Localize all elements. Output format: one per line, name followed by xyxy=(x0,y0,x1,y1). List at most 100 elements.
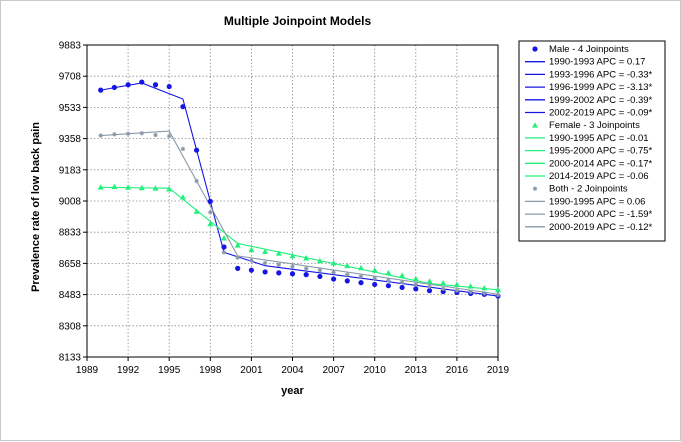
legend-apc-label: 2000-2019 APC = -0.12* xyxy=(549,222,653,233)
legend-apc-label: 1990-1995 APC = 0.06 xyxy=(549,196,645,207)
data-point-both xyxy=(221,250,227,255)
data-point-female xyxy=(221,235,227,241)
data-point-male xyxy=(152,82,159,88)
data-point-female xyxy=(97,184,104,190)
data-point-female xyxy=(412,275,419,282)
data-point-both xyxy=(180,146,186,152)
data-point-female xyxy=(125,184,132,190)
data-point-male xyxy=(125,82,131,88)
data-point-male xyxy=(139,79,145,85)
x-tick-label: 1998 xyxy=(199,365,222,376)
data-point-male xyxy=(248,267,254,273)
data-point-female xyxy=(111,183,118,190)
data-point-male xyxy=(399,284,405,291)
data-point-female xyxy=(275,250,282,256)
legend-apc-label: 2014-2019 APC = -0.06 xyxy=(549,171,649,182)
data-point-female xyxy=(453,281,460,287)
legend-marker-both xyxy=(532,186,538,191)
x-tick-label: 2001 xyxy=(240,365,263,376)
data-point-both xyxy=(194,178,199,184)
data-point-female xyxy=(385,269,392,276)
x-tick-label: 1989 xyxy=(76,365,99,376)
legend-apc-label: 2002-2019 APC = -0.09* xyxy=(549,108,653,119)
data-point-male xyxy=(276,270,282,276)
y-tick-label: 9883 xyxy=(59,41,82,52)
x-tick-label: 1995 xyxy=(158,365,181,376)
data-point-male xyxy=(194,147,200,153)
data-point-female xyxy=(330,260,337,266)
data-point-female xyxy=(426,278,433,284)
data-point-male xyxy=(98,87,104,93)
legend-apc-label: 1990-1993 APC = 0.17 xyxy=(549,57,645,68)
x-tick-label: 2013 xyxy=(405,365,428,376)
legend-apc-label: 2000-2014 APC = -0.17* xyxy=(549,158,653,169)
legend-apc-label: 1999-2002 APC = -0.39* xyxy=(549,95,653,106)
data-point-both xyxy=(413,282,418,287)
y-tick-label: 8133 xyxy=(59,353,82,364)
data-point-both xyxy=(98,133,103,138)
data-point-male xyxy=(303,272,309,278)
fitted-line-both xyxy=(100,130,499,295)
data-point-both xyxy=(372,275,377,281)
data-point-both xyxy=(304,266,309,271)
data-point-both xyxy=(454,288,460,293)
data-point-both xyxy=(235,255,240,260)
data-point-female xyxy=(138,184,145,191)
data-point-both xyxy=(125,131,131,136)
x-tick-label: 2019 xyxy=(487,365,510,376)
data-point-male xyxy=(426,288,433,294)
data-point-female xyxy=(179,194,186,200)
data-point-both xyxy=(249,258,254,263)
data-point-female xyxy=(467,283,474,289)
data-point-male xyxy=(180,104,186,110)
data-point-both xyxy=(468,289,473,295)
data-point-female xyxy=(166,186,173,192)
y-tick-label: 8308 xyxy=(59,321,82,332)
data-point-female xyxy=(495,286,501,293)
data-point-both xyxy=(399,280,405,285)
data-point-both xyxy=(112,132,117,137)
legend-apc-label: 1995-2000 APC = -0.75* xyxy=(549,146,653,157)
data-point-both xyxy=(276,262,281,268)
data-point-both xyxy=(345,272,350,277)
data-point-female xyxy=(399,272,406,278)
legend-series-label: Both - 2 Joinpoints xyxy=(549,184,628,195)
x-tick-label: 1992 xyxy=(117,365,140,376)
data-point-female xyxy=(371,267,378,273)
chart-title: Multiple Joinpoint Models xyxy=(224,14,372,28)
data-point-both xyxy=(262,260,268,266)
data-point-male xyxy=(331,276,337,282)
data-point-male xyxy=(111,84,117,91)
data-point-female xyxy=(152,185,159,191)
data-point-both xyxy=(290,264,295,269)
data-point-male xyxy=(289,271,296,277)
x-tick-label: 2004 xyxy=(281,365,304,376)
x-axis-title: year xyxy=(281,385,304,397)
data-point-male xyxy=(317,273,323,280)
y-tick-label: 9358 xyxy=(59,134,82,145)
data-point-both xyxy=(317,267,323,273)
legend-marker-female xyxy=(532,122,538,128)
data-point-male xyxy=(413,286,419,292)
data-point-female xyxy=(481,285,488,291)
x-tick-label: 2007 xyxy=(322,365,345,376)
data-point-male xyxy=(372,281,378,288)
data-point-female xyxy=(248,246,255,253)
data-point-male xyxy=(358,280,364,286)
data-point-both xyxy=(482,291,487,296)
data-point-both xyxy=(167,133,172,139)
y-tick-label: 9533 xyxy=(59,103,82,114)
fitted-line-male xyxy=(100,82,499,297)
data-point-male xyxy=(262,269,268,275)
y-tick-label: 8658 xyxy=(59,259,82,270)
data-point-both xyxy=(153,132,158,138)
data-point-both xyxy=(441,286,446,292)
legend-apc-label: 1996-1999 APC = -3.13* xyxy=(549,82,653,93)
data-point-both xyxy=(331,270,336,275)
data-point-female xyxy=(234,242,241,248)
data-point-male xyxy=(235,265,241,271)
data-point-both xyxy=(386,278,391,283)
data-point-male xyxy=(166,83,172,90)
